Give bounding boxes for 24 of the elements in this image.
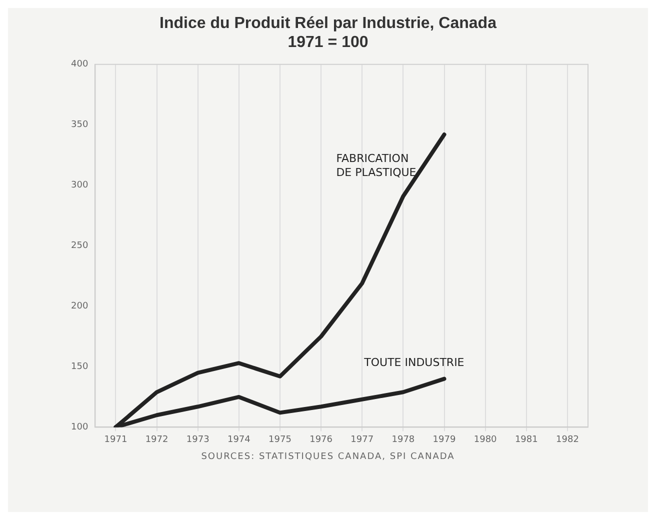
text: 1971 = 100 xyxy=(288,34,368,52)
x-tick-label: 1971 xyxy=(104,434,128,445)
x-tick-label: 1980 xyxy=(474,434,498,445)
x-tick-label: 1973 xyxy=(186,434,210,445)
y-tick-label: 150 xyxy=(70,362,88,372)
y-tick-label: 250 xyxy=(70,241,88,252)
x-tick-label: 1979 xyxy=(432,434,456,445)
y-tick-label: 100 xyxy=(70,422,88,433)
y-tick-label: 300 xyxy=(70,180,88,191)
x-tick-label: 1981 xyxy=(514,434,538,445)
y-tick-label: 200 xyxy=(70,302,88,312)
text: Indice du Produit Réel par Industrie, Canada xyxy=(160,15,496,32)
x-tick-label: 1974 xyxy=(227,434,251,445)
series-label: FABRICATION DE PLASTIQUE xyxy=(336,152,416,179)
x-tick-label: 1972 xyxy=(145,434,168,445)
text: TOUTE INDUSTRIE xyxy=(363,356,464,370)
x-tick-label: 1975 xyxy=(268,434,292,445)
y-tick-label: 400 xyxy=(70,60,88,70)
source-note: SOURCES: STATISTIQUES CANADA, SPI CANADA xyxy=(200,452,456,462)
x-tick-label: 1978 xyxy=(392,434,415,445)
x-tick-label: 1976 xyxy=(310,434,333,445)
x-tick-label: 1982 xyxy=(556,434,579,445)
x-tick-label: 1977 xyxy=(350,434,374,445)
y-tick-label: 350 xyxy=(70,120,88,130)
